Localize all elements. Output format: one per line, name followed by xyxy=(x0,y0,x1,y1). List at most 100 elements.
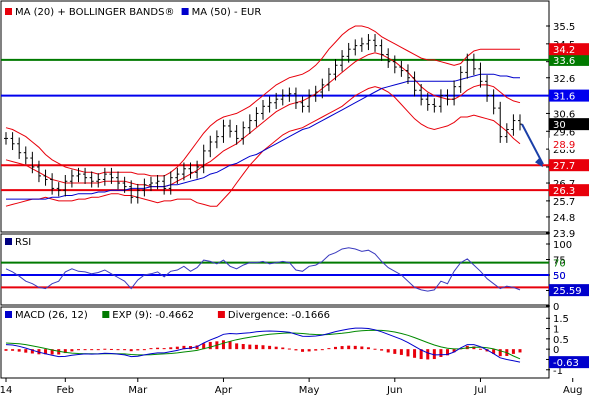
divergence-bar xyxy=(281,347,285,350)
level-tag-label: 27.7 xyxy=(553,161,575,172)
divergence-bar xyxy=(274,346,278,350)
divergence-bar xyxy=(11,349,15,351)
macd-panel-frame xyxy=(0,306,550,379)
divergence-bar xyxy=(492,349,496,354)
divergence-bar xyxy=(142,349,146,351)
divergence-bar xyxy=(320,349,324,351)
macd-y-tick-label: -1 xyxy=(553,366,563,377)
divergence-bar xyxy=(44,349,48,355)
price-y-tick-label: 23.9 xyxy=(553,229,575,240)
rsi-layer: 025507510070503025.59 xyxy=(1,240,589,313)
value-tag-label: 34.2 xyxy=(553,45,575,56)
divergence-bar xyxy=(472,346,476,350)
divergence-bar xyxy=(347,345,351,350)
divergence-bar xyxy=(261,345,265,350)
x-tick-label: Jun xyxy=(386,385,403,396)
divergence-bar xyxy=(301,349,305,352)
legend-label: Divergence: -0.1666 xyxy=(228,310,330,321)
x-tick-label: Apr xyxy=(215,385,233,396)
price-y-tick-label: 30.6 xyxy=(553,109,575,120)
macd-value-tag xyxy=(549,356,589,369)
macd-y-tick-label: 1 xyxy=(553,325,559,336)
divergence-bar xyxy=(446,349,450,356)
divergence-bar xyxy=(413,349,417,358)
divergence-bar xyxy=(4,349,8,351)
divergence-bar xyxy=(50,349,54,355)
macd-y-tick-label: 0 xyxy=(553,345,559,356)
rsi-y-tick-label: 75 xyxy=(553,256,566,267)
divergence-bar xyxy=(353,345,357,350)
divergence-bar xyxy=(96,349,100,351)
value-tag xyxy=(549,43,589,56)
price-y-tick-label: 25.7 xyxy=(553,197,575,208)
legend-swatch xyxy=(181,8,189,15)
legend-swatch xyxy=(5,311,12,318)
price-y-tick-label: 29.6 xyxy=(553,127,575,138)
rsi-line xyxy=(5,247,521,292)
divergence-bar xyxy=(24,349,28,353)
price-y-tick-label: 24.8 xyxy=(553,213,575,224)
x-tick-label: Aug xyxy=(563,385,583,396)
legend-label: RSI xyxy=(15,237,31,248)
legend-swatch xyxy=(102,311,110,318)
level-tag-label: 33.6 xyxy=(553,56,575,67)
value-tag xyxy=(549,137,589,150)
divergence-bar xyxy=(156,347,160,350)
x-tick-label: Jul xyxy=(473,385,486,396)
divergence-bar xyxy=(360,346,364,350)
divergence-bar xyxy=(518,349,522,353)
level-tag-label: 26.3 xyxy=(553,186,575,197)
divergence-bar xyxy=(268,345,272,350)
level-tag-label: 31.6 xyxy=(553,92,575,103)
divergence-bar xyxy=(498,349,502,357)
x-tick-label: 14 xyxy=(0,385,12,396)
rsi-y-tick-label: 100 xyxy=(553,240,572,251)
legend-label: MA (50) - EUR xyxy=(192,7,262,18)
rsi-value-tag-label: 25.59 xyxy=(553,286,582,297)
divergence-bar xyxy=(17,349,21,352)
divergence-bar xyxy=(90,349,94,351)
divergence-bar xyxy=(129,349,133,352)
divergence-bar xyxy=(208,341,212,350)
ma50-line xyxy=(6,73,520,200)
divergence-bar xyxy=(182,345,186,350)
divergence-bar xyxy=(327,348,331,350)
divergence-bar xyxy=(439,349,443,357)
level-tag xyxy=(549,89,589,102)
divergence-bar xyxy=(149,348,153,350)
divergence-bar xyxy=(228,341,232,350)
legend-label: MA (20) + BOLLINGER BANDS® xyxy=(15,7,174,18)
rsi-level-label: 70 xyxy=(553,259,566,270)
divergence-bar xyxy=(366,347,370,350)
divergence-bar xyxy=(235,343,239,350)
divergence-bar xyxy=(406,349,410,357)
x-tick-label: Feb xyxy=(56,385,74,396)
divergence-bar xyxy=(386,349,390,353)
x-tick-label: Mar xyxy=(128,385,148,396)
divergence-bar xyxy=(254,344,258,350)
divergence-bar xyxy=(511,349,515,354)
macd-y-tick-label: 0.5 xyxy=(553,335,569,346)
divergence-bar xyxy=(136,349,140,351)
price-y-tick-label: 35.5 xyxy=(553,22,575,33)
value-tag-label: 28.9 xyxy=(553,140,575,151)
x-tick-label: May xyxy=(299,385,320,396)
divergence-bar xyxy=(393,349,397,354)
divergence-bar xyxy=(314,349,318,351)
divergence-bar xyxy=(432,349,436,360)
rsi-value-tag xyxy=(549,284,589,297)
divergence-bar xyxy=(116,349,120,351)
price-y-tick-label: 28.6 xyxy=(553,145,575,156)
rsi-y-tick-label: 50 xyxy=(553,271,566,282)
level-tag xyxy=(549,53,589,66)
divergence-bar xyxy=(221,340,225,350)
divergence-bar xyxy=(399,349,403,355)
divergence-bar xyxy=(169,347,173,350)
divergence-bar xyxy=(380,349,384,351)
macd-y-tick-label: 1.5 xyxy=(553,314,569,325)
divergence-bar xyxy=(109,348,113,350)
divergence-bar xyxy=(452,349,456,353)
divergence-bar xyxy=(241,344,245,350)
divergence-bar xyxy=(419,349,423,360)
